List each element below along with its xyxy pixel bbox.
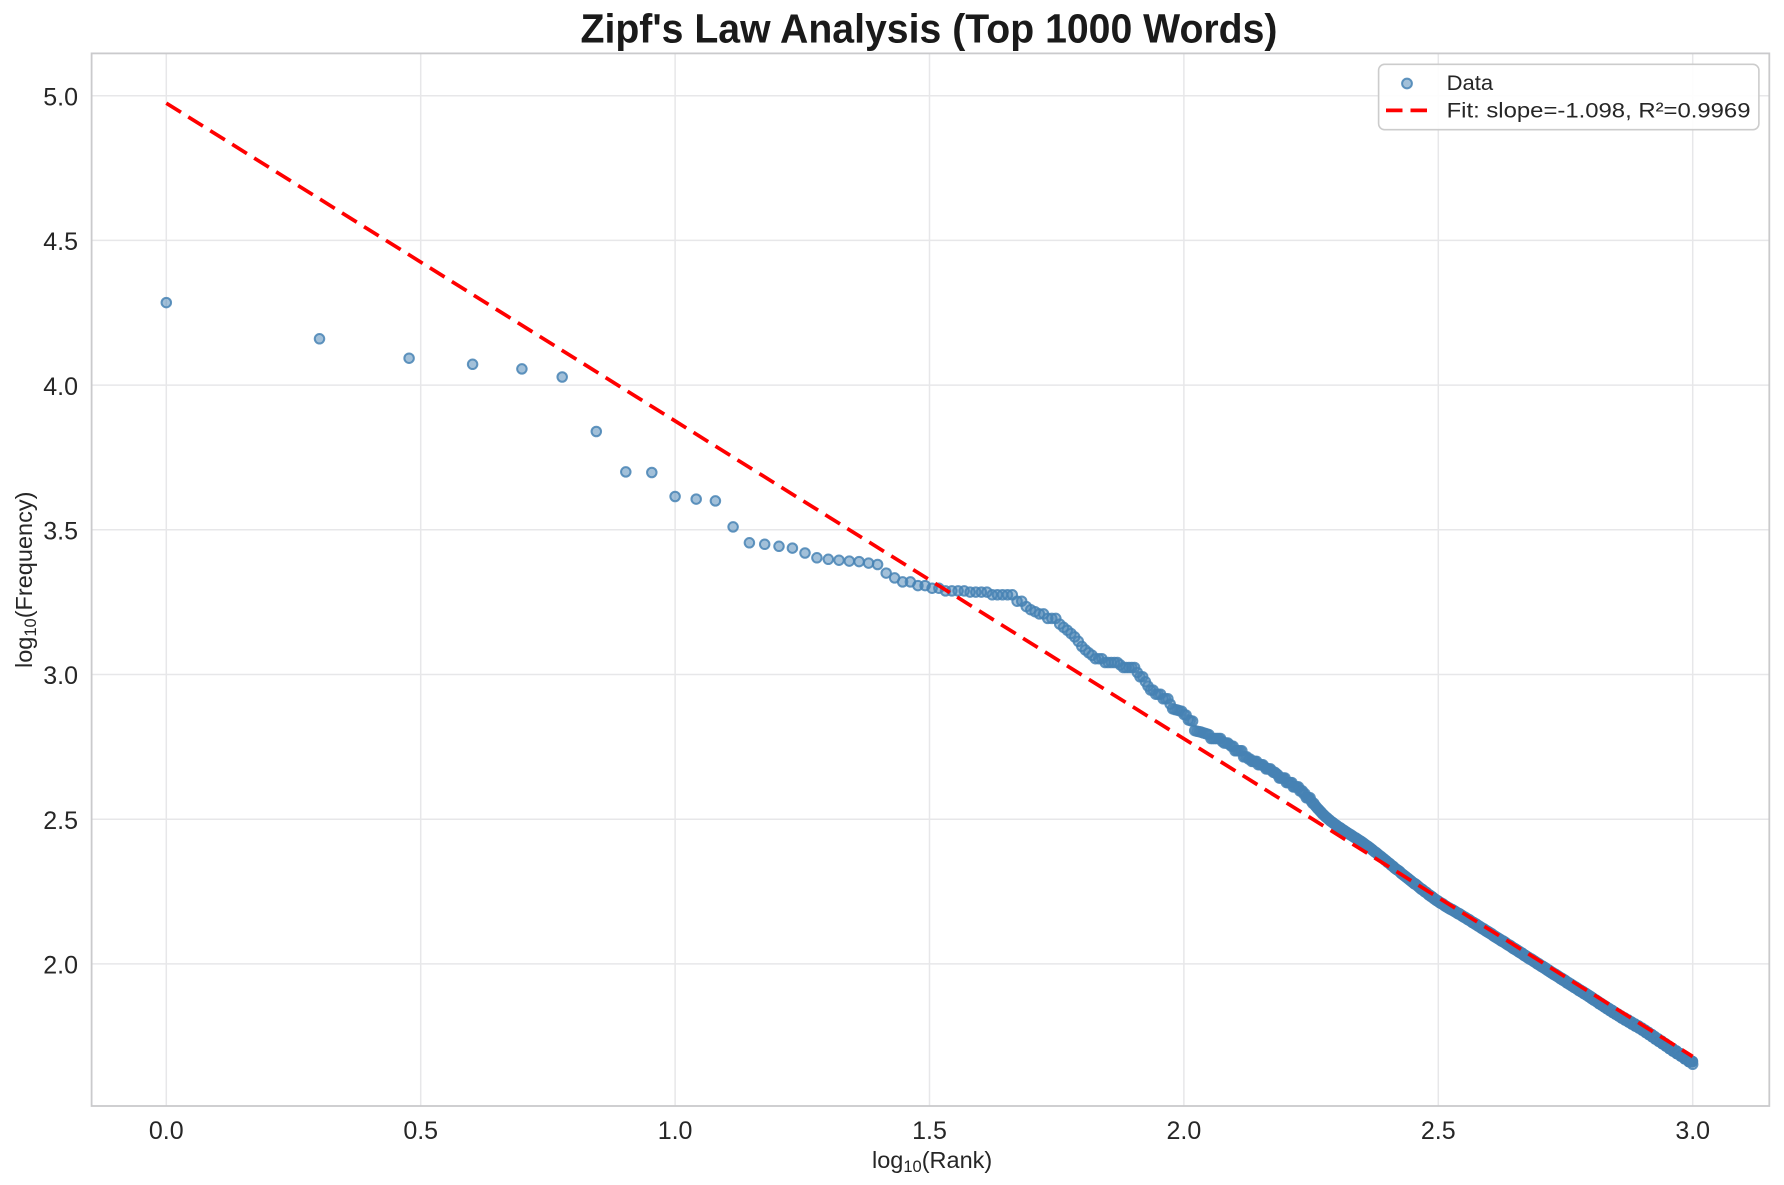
svg-text:Fit: slope=-1.098, R²=0.9969: Fit: slope=-1.098, R²=0.9969 [1447, 100, 1751, 123]
svg-text:Data: Data [1447, 72, 1494, 95]
svg-text:2.5: 2.5 [43, 807, 78, 835]
svg-text:2.0: 2.0 [1167, 1117, 1202, 1145]
svg-text:4.0: 4.0 [43, 373, 78, 401]
svg-text:2.0: 2.0 [43, 952, 78, 980]
svg-text:1.0: 1.0 [658, 1117, 693, 1145]
svg-text:2.5: 2.5 [1421, 1117, 1456, 1145]
svg-text:Zipf's Law Analysis (Top 1000: Zipf's Law Analysis (Top 1000 Words) [581, 6, 1278, 52]
svg-text:0.5: 0.5 [403, 1117, 438, 1145]
svg-text:0.0: 0.0 [149, 1117, 184, 1145]
svg-text:3.0: 3.0 [1675, 1117, 1710, 1145]
svg-text:4.5: 4.5 [43, 228, 78, 256]
svg-text:3.0: 3.0 [43, 662, 78, 690]
svg-text:log10(Rank): log10(Rank) [872, 1147, 992, 1176]
svg-text:3.5: 3.5 [43, 518, 78, 546]
svg-text:log10(Frequency): log10(Frequency) [11, 492, 40, 668]
svg-text:5.0: 5.0 [43, 83, 78, 111]
svg-text:1.5: 1.5 [912, 1117, 947, 1145]
